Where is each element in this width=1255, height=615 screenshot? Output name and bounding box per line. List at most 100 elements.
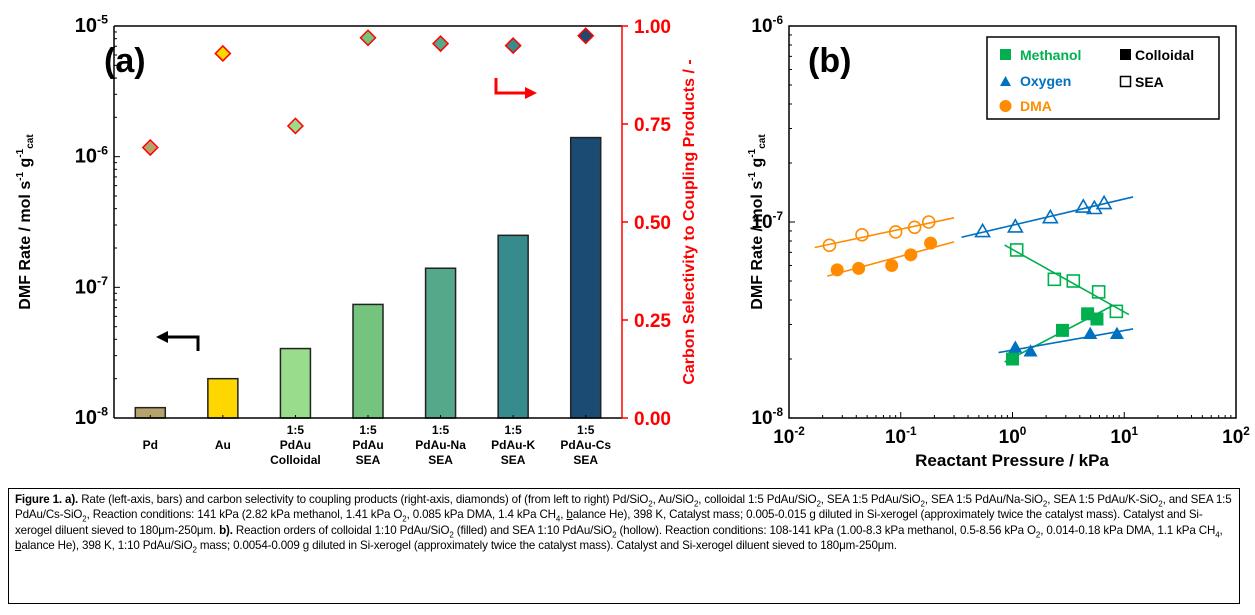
x-tick-label: Colloidal xyxy=(270,453,321,467)
figure: 10-5 10-6 10-7 10-8 0.00 0.25 0.50 0.75 1.00 Pd… xyxy=(15,13,1250,470)
caption-part-a: Rate (left-axis, bars) and carbon select… xyxy=(15,493,1232,537)
bar xyxy=(424,267,457,419)
y-tick-label: 10-7 xyxy=(75,274,108,298)
x-tick-label: PdAu-Na xyxy=(415,438,466,452)
y-axis-title-a: DMF Rate / mol s-1 g-1cat xyxy=(15,134,36,310)
bar xyxy=(497,234,529,419)
data-point-triangle xyxy=(1008,340,1023,353)
legend-sea: SEA xyxy=(1135,74,1164,90)
legend-filled-square-icon xyxy=(1120,49,1131,60)
legend-colloidal: Colloidal xyxy=(1135,47,1194,63)
y-ticks-right-a: 0.00 0.25 0.50 0.75 1.00 xyxy=(622,17,671,430)
panel-label-b: (b) xyxy=(808,42,851,80)
y-tick-label: 10-8 xyxy=(751,406,783,429)
legend-square-icon xyxy=(1000,49,1011,60)
x-tick-label: 1:5 xyxy=(504,423,522,437)
data-point-triangle xyxy=(974,222,991,238)
y2-tick-label: 0.25 xyxy=(634,311,671,332)
x-tick-label: 100 xyxy=(999,425,1027,448)
legend-triangle-icon xyxy=(1000,76,1011,86)
x-axis-title-b: Reactant Pressure / kPa xyxy=(915,451,1109,470)
diamond-marker xyxy=(359,29,377,47)
x-tick-label: Pd xyxy=(143,438,158,452)
data-point-circle xyxy=(907,220,922,235)
y2-axis-title-a: Carbon Selectivity to Coupling Products … xyxy=(681,59,698,384)
right-arrow-icon xyxy=(494,78,537,99)
diamonds-group xyxy=(141,27,595,157)
bar xyxy=(279,347,312,419)
x-tick-label: PdAu xyxy=(352,438,383,452)
diamond-marker xyxy=(432,35,450,53)
figure-caption: Figure 1. a). Rate (left-axis, bars) and… xyxy=(8,488,1240,604)
data-point-square xyxy=(1091,285,1106,299)
data-point-triangle xyxy=(1083,326,1098,340)
data-point-circle xyxy=(822,238,837,253)
left-arrow-icon xyxy=(156,331,200,351)
data-point-square xyxy=(1066,274,1081,288)
data-point-square xyxy=(1009,243,1024,257)
diamond-marker xyxy=(504,37,522,55)
y2-tick-label: 1.00 xyxy=(634,17,671,38)
x-tick-label: Au xyxy=(215,438,231,452)
data-point-square xyxy=(1047,272,1062,287)
data-point-circle xyxy=(904,248,918,262)
x-tick-label: PdAu-K xyxy=(491,438,535,452)
data-point-triangle xyxy=(1109,326,1124,340)
caption-part-b: Reaction orders of colloidal 1:10 PdAu/S… xyxy=(15,523,1223,555)
scatter-series-group xyxy=(814,194,1134,366)
bars-group xyxy=(134,136,602,419)
data-point-circle xyxy=(888,225,903,239)
diamond-marker xyxy=(286,117,304,135)
data-point-square xyxy=(1109,304,1124,319)
legend-oxygen: Oxygen xyxy=(1020,73,1071,89)
diamond-marker xyxy=(577,27,595,45)
diamond-marker xyxy=(141,138,159,157)
x-tick-label: PdAu-Cs xyxy=(560,438,611,452)
x-tick-label: SEA xyxy=(428,453,453,467)
y2-tick-label: 0.00 xyxy=(634,409,671,430)
x-tick-label: 1:5 xyxy=(432,423,450,437)
bar xyxy=(569,136,602,419)
x-tick-label: 1:5 xyxy=(359,423,377,437)
x-tick-label: PdAu xyxy=(280,438,311,452)
legend-methanol: Methanol xyxy=(1020,47,1081,63)
fit-line xyxy=(998,328,1134,354)
panel-label-a: (a) xyxy=(104,42,146,80)
y-tick-label: 10-5 xyxy=(75,13,108,37)
legend: Methanol Oxygen DMA Colloidal SEA xyxy=(986,36,1220,120)
y2-tick-label: 0.50 xyxy=(634,213,671,234)
x-tick-label: 10-2 xyxy=(773,425,805,448)
caption-label-b: b). xyxy=(219,523,233,537)
y-tick-label: 10-8 xyxy=(75,405,108,429)
x-tick-labels-a: Pd Au1:5PdAuColloidal1:5PdAuSEA1:5PdAu-Na… xyxy=(143,415,611,467)
x-tick-label: SEA xyxy=(573,453,598,467)
data-point-triangle xyxy=(1006,218,1024,233)
x-tick-label: SEA xyxy=(501,453,526,467)
caption-label: Figure 1. a). xyxy=(15,493,79,506)
panel-b: 10-6 10-7 10-8 10-2 10-1 100 101 102 (b) DMF R… xyxy=(747,14,1250,470)
y2-tick-label: 0.75 xyxy=(634,115,671,136)
data-point-triangle xyxy=(1095,194,1113,210)
x-tick-label: 1:5 xyxy=(577,423,595,437)
legend-circle-icon xyxy=(999,100,1012,112)
x-tick-label: SEA xyxy=(356,453,381,467)
legend-box xyxy=(986,36,1220,120)
data-point-circle xyxy=(852,261,866,275)
data-point-circle xyxy=(855,228,869,242)
legend-dma: DMA xyxy=(1020,98,1052,114)
y-tick-label: 10-6 xyxy=(75,143,108,167)
x-tick-label: 10-1 xyxy=(885,425,917,448)
data-point-square xyxy=(1055,323,1069,337)
bar xyxy=(207,377,239,419)
data-point-square xyxy=(1090,312,1104,326)
y-tick-label: 10-7 xyxy=(751,210,783,233)
data-point-triangle xyxy=(1074,198,1092,213)
fit-line xyxy=(814,217,955,249)
x-tick-label: 101 xyxy=(1110,425,1138,448)
x-ticks-b: 10-2 10-1 100 101 102 xyxy=(773,412,1250,448)
panel-a: 10-5 10-6 10-7 10-8 0.00 0.25 0.50 0.75 1.00 Pd… xyxy=(15,13,698,467)
data-point-triangle xyxy=(1023,344,1038,357)
x-tick-label: 1:5 xyxy=(287,423,305,437)
data-point-triangle xyxy=(1041,208,1059,224)
y-axis-title-b: DMF Rate / mol s-1 g-1cat xyxy=(747,134,768,310)
